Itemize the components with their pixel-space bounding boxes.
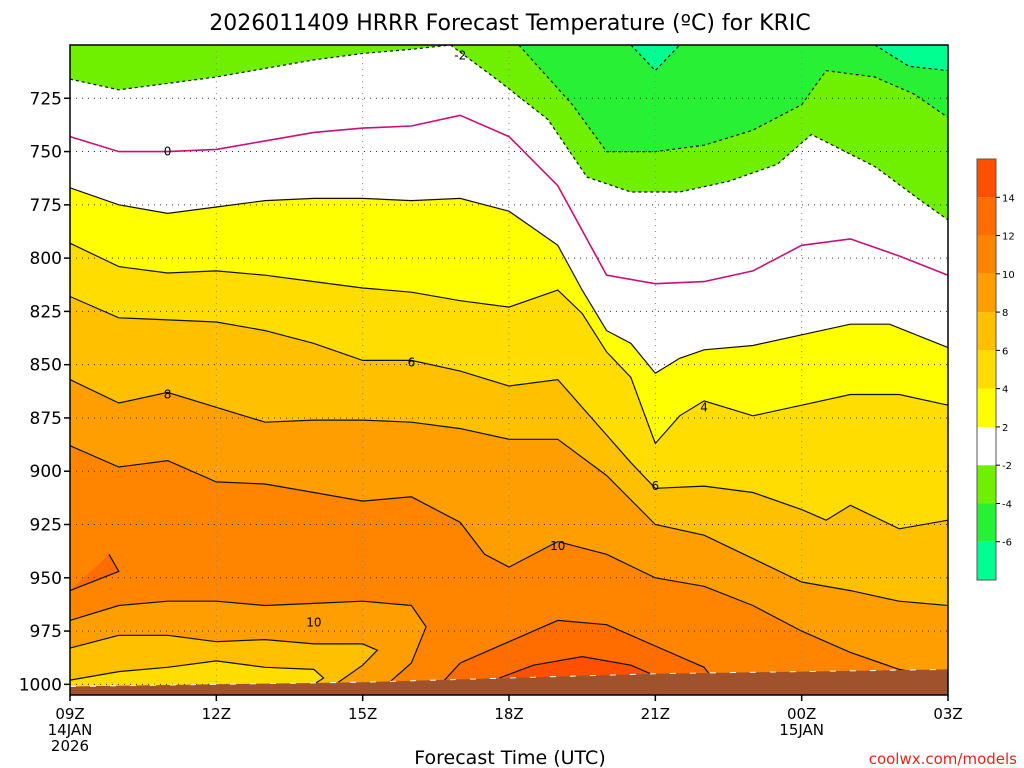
contour-10-13 xyxy=(69,634,379,683)
x-tick-label-03Z: 03Z xyxy=(933,705,962,723)
colorbar-label-neg6: -6 xyxy=(1002,538,1012,549)
x-tick-label-12Z: 12Z xyxy=(202,705,231,723)
terrain-surface xyxy=(70,669,948,695)
fill-band-warm-pocket-left xyxy=(70,554,119,591)
colorbar-swatch-4 xyxy=(977,388,996,427)
colorbar-swatch-0 xyxy=(977,541,996,580)
x-tick-label-00Z: 00Z xyxy=(787,705,816,723)
axes: 725 750 775 800 825 850 875 900 925 950 975 1000 09Z… xyxy=(19,44,963,755)
colorbar-frame xyxy=(976,158,997,581)
y-tick-label-925: 925 xyxy=(30,516,62,536)
colorbar-label-14: 14 xyxy=(1002,193,1015,204)
colorbar-label-12: 12 xyxy=(1002,232,1015,243)
y-tick-label-800: 800 xyxy=(30,249,62,269)
y-tick-label-775: 775 xyxy=(30,196,62,216)
colorbar: -6 -4 -2 2 4 6 8 10 12 14 xyxy=(976,158,1015,581)
contour-4-7 xyxy=(69,242,949,445)
y-tick-label-850: 850 xyxy=(30,356,62,376)
fill-band-cold-pocket-03z xyxy=(874,45,948,71)
contour-12-12 xyxy=(69,600,427,685)
contour-label-neg2-0: -2 xyxy=(454,49,466,63)
chart-title: 2026011409 HRRR Forecast Temperature (ºC… xyxy=(209,11,811,36)
y-tick-label-725: 725 xyxy=(30,89,62,109)
colorbar-label-neg2: -2 xyxy=(1002,461,1012,472)
x-tick-label-18Z: 18Z xyxy=(494,705,523,723)
contour-neg4-0 xyxy=(450,44,949,221)
y-tick-label-1000: 1000 xyxy=(19,675,62,695)
x-tick-label-15Z: 15Z xyxy=(348,705,377,723)
colorbar-swatch-1 xyxy=(977,503,996,542)
colorbar-label-neg4: -4 xyxy=(1002,499,1012,510)
credit-link[interactable]: coolwx.com/models xyxy=(869,750,1017,768)
colorbar-swatch-8 xyxy=(977,235,996,274)
fill-band-neg6-neg4 xyxy=(518,45,948,152)
contour-label-10-0: 10 xyxy=(550,539,565,553)
terrain-layer xyxy=(69,668,949,695)
y-tick-label-825: 825 xyxy=(30,302,62,322)
colorbar-label-6: 6 xyxy=(1002,346,1008,357)
colorbar-swatch-9 xyxy=(977,197,996,236)
x-tick-label-21Z: 21Z xyxy=(641,705,670,723)
contour-neg2-1 xyxy=(69,44,451,91)
x-tick-date-00Z: 15JAN xyxy=(779,721,824,739)
colorbar-label-8: 8 xyxy=(1002,308,1008,319)
colorbar-swatch-2 xyxy=(977,465,996,504)
contour-label-8-0: 8 xyxy=(164,388,172,402)
contour-12-11 xyxy=(69,554,120,592)
contour-label-0-0: 0 xyxy=(164,145,172,159)
contour-8-9 xyxy=(69,379,949,607)
grid-lines xyxy=(70,45,948,695)
contour-16-16 xyxy=(498,655,656,679)
colorbar-swatch-7 xyxy=(977,273,996,313)
x-tick-date-09Z: 14JAN xyxy=(48,721,93,739)
contour-2-6 xyxy=(69,187,949,374)
colorbar-swatch-5 xyxy=(977,350,996,389)
y-tick-label-750: 750 xyxy=(30,143,62,163)
colorbar-swatch-3 xyxy=(977,426,996,466)
colorbar-swatch-10 xyxy=(977,159,996,198)
contour-6-8 xyxy=(69,295,949,530)
x-tick-label-09Z: 09Z xyxy=(55,705,84,723)
contour-14-15 xyxy=(440,619,715,685)
y-tick-label-975: 975 xyxy=(30,622,62,642)
y-tick-label-900: 900 xyxy=(30,462,62,482)
fill-band-neg4-neg2-left xyxy=(70,45,451,90)
contour-0-5 xyxy=(69,114,949,285)
colorbar-label-2: 2 xyxy=(1002,423,1008,434)
contour-8-14 xyxy=(69,660,325,685)
contour-10-10 xyxy=(69,445,949,679)
contour-label-4-0: 4 xyxy=(700,400,708,414)
colorbar-label-4: 4 xyxy=(1002,385,1008,396)
x-tick-year-09Z: 2026 xyxy=(51,737,89,755)
y-tick-label-950: 950 xyxy=(30,569,62,589)
contour-label-6-1: 6 xyxy=(652,479,660,493)
y-tick-label-875: 875 xyxy=(30,409,62,429)
contour-label-10-0: 10 xyxy=(306,616,321,630)
colorbar-label-10: 10 xyxy=(1002,270,1015,281)
contour-neg6-4 xyxy=(874,44,949,72)
x-axis-label: Forecast Time (UTC) xyxy=(414,747,605,768)
contour-label-6-0: 6 xyxy=(408,356,416,370)
contour-lines: -2 0 4 6 6 8 10 10 xyxy=(69,44,949,685)
colorbar-swatch-6 xyxy=(977,312,996,351)
